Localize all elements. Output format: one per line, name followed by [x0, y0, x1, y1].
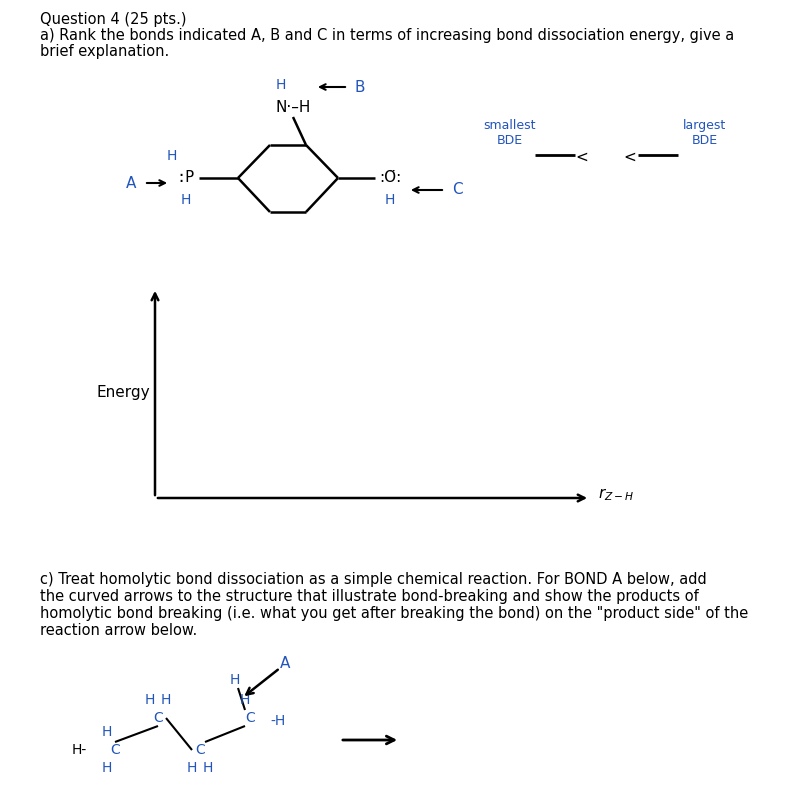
Text: H: H	[276, 78, 286, 92]
Text: brief explanation.: brief explanation.	[40, 44, 169, 59]
Text: Energy: Energy	[97, 386, 150, 400]
Text: H: H	[102, 761, 112, 775]
Text: H: H	[181, 193, 191, 207]
Text: the curved arrows to the structure that illustrate bond-breaking and show the pr: the curved arrows to the structure that …	[40, 589, 699, 604]
Text: C: C	[451, 182, 463, 198]
Text: $r_{Z-H}$: $r_{Z-H}$	[598, 487, 634, 503]
Text: B: B	[355, 79, 365, 95]
Text: C: C	[153, 711, 163, 725]
Text: H: H	[230, 673, 240, 687]
Text: reaction arrow below.: reaction arrow below.	[40, 623, 197, 638]
Text: c) Treat homolytic bond dissociation as a simple chemical reaction. For BOND A b: c) Treat homolytic bond dissociation as …	[40, 572, 706, 587]
Text: C: C	[110, 743, 120, 757]
Text: largest
BDE: largest BDE	[683, 119, 726, 147]
Text: Question 4 (25 pts.): Question 4 (25 pts.)	[40, 12, 186, 27]
Text: H: H	[167, 149, 177, 163]
Text: <: <	[576, 150, 588, 164]
Text: H-: H-	[72, 743, 87, 757]
Text: a) Rank the bonds indicated A, B and C in terms of increasing bond dissociation : a) Rank the bonds indicated A, B and C i…	[40, 28, 734, 43]
Text: H: H	[385, 193, 395, 207]
Text: smallest
BDE: smallest BDE	[484, 119, 536, 147]
Text: :P: :P	[177, 170, 195, 185]
Text: H: H	[145, 693, 155, 707]
Text: -H: -H	[270, 714, 285, 728]
Text: H: H	[240, 693, 250, 707]
Text: :Ö:: :Ö:	[379, 170, 401, 185]
Text: H: H	[203, 761, 213, 775]
Text: C: C	[195, 743, 205, 757]
Text: H: H	[161, 693, 171, 707]
Text: N·–H: N·–H	[276, 100, 310, 114]
Text: C: C	[246, 711, 255, 725]
Text: <: <	[623, 150, 637, 164]
Text: homolytic bond breaking (i.e. what you get after breaking the bond) on the "prod: homolytic bond breaking (i.e. what you g…	[40, 606, 748, 621]
Text: A: A	[280, 655, 290, 671]
Text: H: H	[102, 725, 112, 739]
Text: H: H	[187, 761, 197, 775]
Text: A: A	[126, 176, 136, 190]
